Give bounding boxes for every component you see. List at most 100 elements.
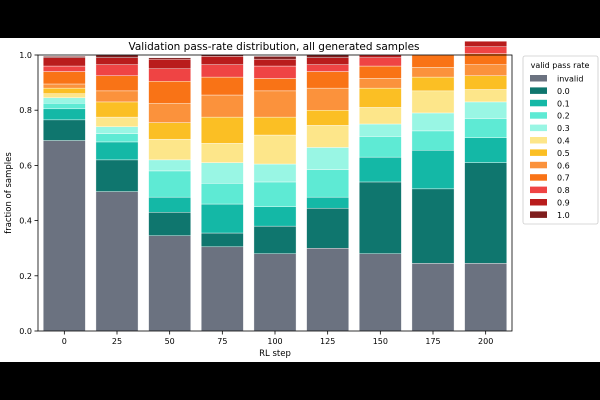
bar-segment-100-0-8 — [253, 65, 297, 79]
bar-segment-125-1-0 — [306, 54, 349, 58]
bar-segment-200-0-1 — [464, 137, 507, 163]
legend-swatch-0-2 — [530, 112, 547, 119]
bar-segment-100-0-0 — [253, 225, 297, 254]
bar-segment-50-0-9 — [148, 58, 191, 69]
bar-segment-25-0-2 — [95, 133, 139, 143]
bar-segment-50-0-4 — [148, 138, 191, 161]
bar-segment-100-1-0 — [253, 56, 297, 60]
bar-segment-200-0-4 — [464, 89, 507, 103]
bar-segment-25-0-7 — [95, 75, 139, 92]
bar-segment-175-0-4 — [411, 90, 455, 114]
x-tick-label: 200 — [478, 337, 493, 346]
bar-segment-100-0-5 — [253, 116, 297, 136]
y-axis-label: fraction of samples — [4, 152, 14, 234]
bar-segment-100-0-4 — [253, 134, 297, 165]
legend-label: 0.3 — [557, 124, 570, 133]
legend-frame — [522, 55, 599, 225]
bar-segment-100-0-2 — [253, 181, 297, 208]
bar-segment-100-0-3 — [253, 163, 297, 183]
bar-segment-200-invalid — [464, 263, 507, 332]
bar-segment-0-0-5 — [43, 87, 86, 94]
bar-segment-25-0-3 — [95, 126, 139, 134]
bar-segment-125-0-6 — [306, 87, 349, 111]
chart-title: Validation pass-rate distribution, all g… — [128, 41, 419, 53]
bar-segment-100-0-1 — [253, 206, 297, 227]
bar-segment-100-0-7 — [253, 78, 297, 92]
x-tick-label: 175 — [425, 337, 440, 346]
bar-segment-75-0-8 — [201, 64, 244, 78]
bar-segment-50-0-2 — [148, 170, 191, 198]
bar-segment-175-0-6 — [411, 67, 455, 78]
x-tick-label: 50 — [165, 337, 175, 346]
bar-segment-125-0-8 — [306, 64, 349, 72]
y-tick-label: 0.8 — [19, 106, 32, 115]
legend-swatch-0-7 — [530, 174, 547, 181]
legend-label: 0.7 — [557, 174, 570, 183]
y-tick-label: 1.0 — [19, 51, 32, 60]
legend-title: valid pass rate — [531, 61, 590, 70]
bar-segment-100-invalid — [253, 253, 297, 332]
bar-segment-125-0-1 — [306, 196, 349, 209]
legend-label: invalid — [557, 75, 583, 84]
legend-swatch-1-0 — [530, 211, 547, 218]
x-tick-label: 125 — [320, 337, 335, 346]
x-tick-label: 0 — [62, 337, 67, 346]
bar-segment-150-invalid — [359, 253, 402, 332]
y-axis: 0.0 0.2 0.4 0.6 0.8 1.0 — [19, 51, 38, 336]
bar-segment-175-0-2 — [411, 130, 455, 151]
y-tick-label: 0.0 — [19, 327, 32, 336]
bar-segment-125-invalid — [306, 247, 349, 332]
bar-segment-150-0-3 — [359, 123, 402, 137]
bar-segment-150-0-4 — [359, 107, 402, 125]
bar-segment-50-0-8 — [148, 68, 191, 82]
x-axis-label: RL step — [259, 349, 291, 359]
legend-label: 0.2 — [557, 112, 570, 121]
bar-segment-50-0-3 — [148, 159, 191, 172]
bar-segment-200-0-9 — [464, 41, 507, 47]
x-tick-label: 150 — [373, 337, 388, 346]
bar-segment-200-0-8 — [464, 46, 507, 54]
bar-segment-25-0-1 — [95, 141, 139, 161]
bar-segment-75-0-0 — [201, 232, 244, 248]
bar-segment-25-invalid — [95, 191, 139, 332]
y-tick-label: 0.2 — [19, 272, 32, 281]
y-tick-label: 0.6 — [19, 161, 32, 170]
legend-label: 0.1 — [557, 99, 570, 108]
bar-segment-25-1-0 — [95, 54, 139, 58]
legend-swatch-0-4 — [530, 137, 547, 144]
bar-segment-100-0-6 — [253, 90, 297, 118]
bar-segment-25-0-5 — [95, 101, 139, 118]
x-axis: 0 25 50 75 100 125 150 175 200 — [62, 331, 493, 346]
bar-segment-125-0-3 — [306, 147, 349, 170]
bar-segment-75-0-3 — [201, 162, 244, 184]
bar-segment-0-0-6 — [43, 83, 86, 89]
bar-segment-0-0-3 — [43, 97, 86, 104]
legend-swatch-0-6 — [530, 161, 547, 169]
x-tick-label: 25 — [112, 337, 122, 346]
bar-segment-200-0-6 — [464, 64, 507, 76]
bar-segment-0-0-7 — [43, 71, 86, 85]
bar-segment-200-0-2 — [464, 118, 507, 139]
stacked-bar-chart: Validation pass-rate distribution, all g… — [4, 41, 599, 359]
bar-segment-150-0-7 — [359, 65, 402, 79]
bar-segment-175-0-3 — [411, 112, 455, 132]
legend-label: 0.9 — [557, 199, 570, 208]
bar-segment-75-invalid — [201, 246, 244, 332]
bar-segment-25-0-9 — [95, 57, 139, 65]
bar-segment-150-0-8 — [359, 57, 402, 67]
legend-swatch-invalid — [530, 75, 547, 82]
bar-segment-50-1-0 — [148, 57, 191, 60]
bar-segment-0-invalid — [43, 140, 86, 332]
bar-segment-50-0-1 — [148, 196, 191, 213]
bar-segment-175-0-5 — [411, 76, 455, 92]
legend-swatch-0-8 — [530, 186, 547, 194]
bar-segment-125-0-5 — [306, 109, 349, 126]
bar-segment-125-0-9 — [306, 57, 349, 65]
legend-swatch-0-9 — [530, 199, 547, 206]
bar-segment-150-0-9 — [359, 54, 402, 58]
legend-label: 1.0 — [557, 211, 570, 220]
y-tick-label: 0.4 — [19, 217, 32, 226]
bar-segment-150-0-2 — [359, 136, 402, 158]
bar-segment-25-0-4 — [95, 116, 139, 127]
legend-label: 0.0 — [557, 87, 570, 96]
